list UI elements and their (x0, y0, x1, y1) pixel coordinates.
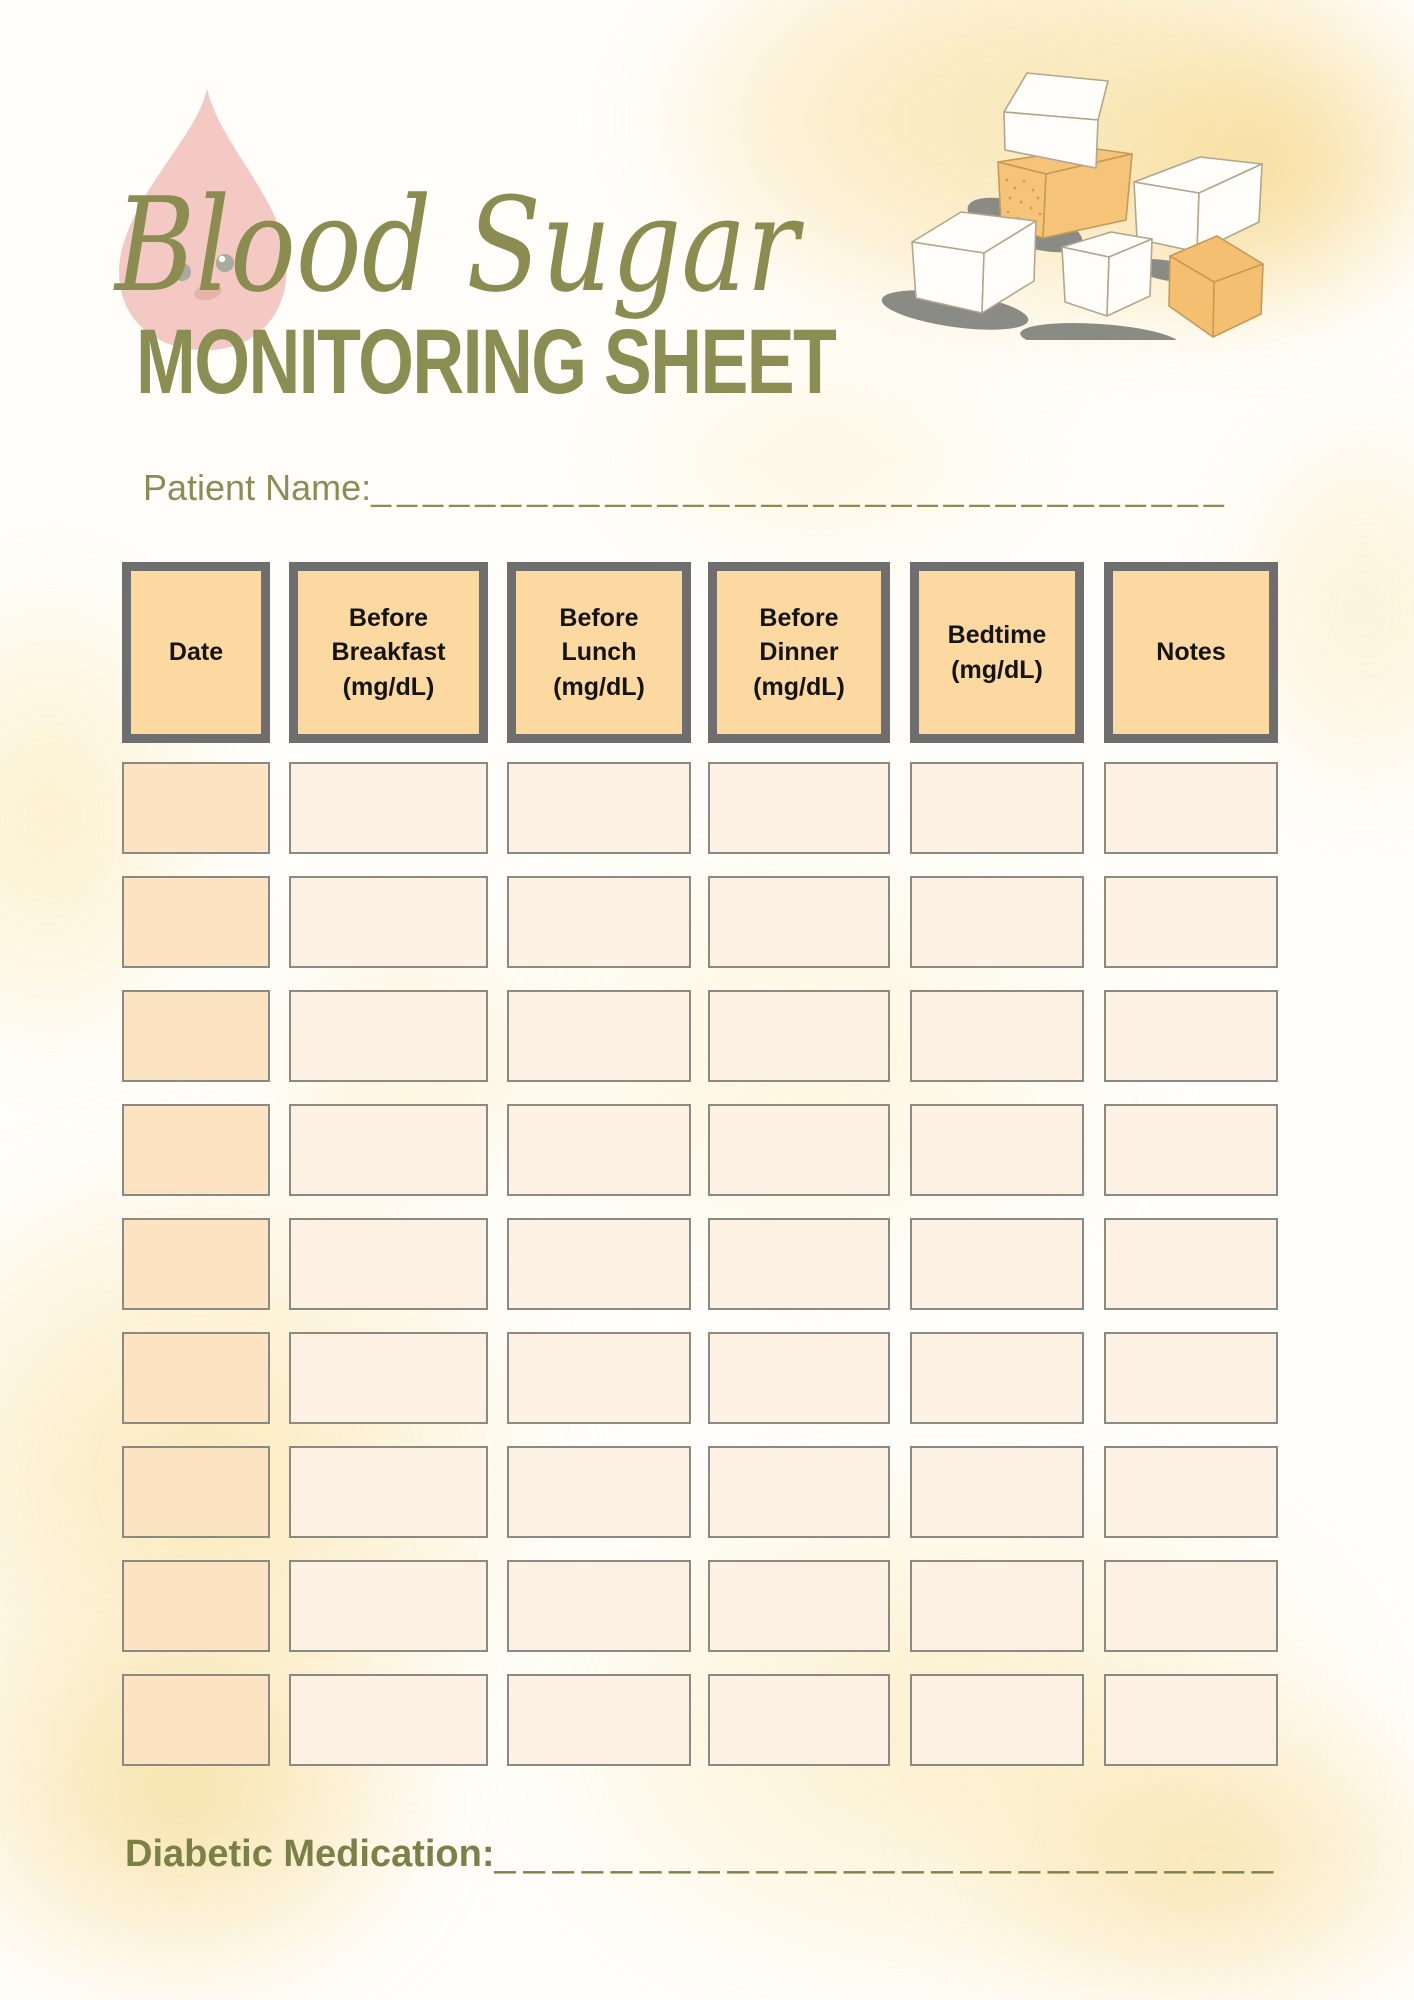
entry-cell-before-dinner-row6[interactable] (708, 1332, 890, 1424)
entry-cell-date-row3[interactable] (122, 990, 270, 1082)
entry-cell-before-dinner-row4[interactable] (708, 1104, 890, 1196)
entry-cell-notes-row7[interactable] (1104, 1446, 1278, 1538)
entry-cell-notes-row4[interactable] (1104, 1104, 1278, 1196)
entry-cell-before-lunch-row8[interactable] (507, 1560, 691, 1652)
page-title-script: Blood Sugar (115, 169, 799, 321)
watercolor-blob (560, 330, 1080, 590)
entry-cell-before-dinner-row7[interactable] (708, 1446, 890, 1538)
patient-name-line: Patient Name:___________________________… (143, 467, 1230, 509)
column-header-notes: Notes (1104, 562, 1278, 743)
column-header-before-dinner: Before Dinner (mg/dL) (708, 562, 890, 743)
entry-cell-before-dinner-row9[interactable] (708, 1674, 890, 1766)
entry-cell-date-row1[interactable] (122, 762, 270, 854)
entry-cell-date-row9[interactable] (122, 1674, 270, 1766)
entry-cell-bedtime-row7[interactable] (910, 1446, 1084, 1538)
entry-cell-before-breakfast-row1[interactable] (289, 762, 488, 854)
entry-cell-notes-row1[interactable] (1104, 762, 1278, 854)
blood-drop-icon (119, 88, 287, 351)
entry-cell-before-lunch-row4[interactable] (507, 1104, 691, 1196)
entry-cell-date-row6[interactable] (122, 1332, 270, 1424)
sugar-cubes-illustration (881, 72, 1264, 340)
entry-cell-before-lunch-row7[interactable] (507, 1446, 691, 1538)
entry-cell-before-dinner-row5[interactable] (708, 1218, 890, 1310)
patient-name-blank-field[interactable]: _________________________________ (371, 467, 1230, 508)
entry-cell-date-row7[interactable] (122, 1446, 270, 1538)
entry-cell-before-breakfast-row5[interactable] (289, 1218, 488, 1310)
entry-cell-date-row4[interactable] (122, 1104, 270, 1196)
entry-cell-date-row8[interactable] (122, 1560, 270, 1652)
entry-cell-notes-row2[interactable] (1104, 876, 1278, 968)
page-title-main: MONITORING SHEET (136, 311, 837, 413)
entry-cell-before-lunch-row3[interactable] (507, 990, 691, 1082)
entry-cell-before-dinner-row2[interactable] (708, 876, 890, 968)
sugar-cubes (911, 72, 1264, 338)
entry-cell-bedtime-row6[interactable] (910, 1332, 1084, 1424)
entry-cell-date-row5[interactable] (122, 1218, 270, 1310)
entry-cell-before-breakfast-row2[interactable] (289, 876, 488, 968)
entry-cell-bedtime-row3[interactable] (910, 990, 1084, 1082)
entry-cell-notes-row8[interactable] (1104, 1560, 1278, 1652)
entry-cell-bedtime-row5[interactable] (910, 1218, 1084, 1310)
diabetic-medication-label: Diabetic Medication: (125, 1833, 495, 1875)
entry-cell-before-lunch-row9[interactable] (507, 1674, 691, 1766)
entry-cell-before-breakfast-row8[interactable] (289, 1560, 488, 1652)
entry-cell-before-lunch-row1[interactable] (507, 762, 691, 854)
entry-cell-before-breakfast-row3[interactable] (289, 990, 488, 1082)
entry-cell-date-row2[interactable] (122, 876, 270, 968)
entry-cell-before-breakfast-row6[interactable] (289, 1332, 488, 1424)
diabetic-medication-blank-field[interactable]: ___________________________ (494, 1833, 1282, 1875)
entry-cell-before-dinner-row8[interactable] (708, 1560, 890, 1652)
entry-cell-bedtime-row4[interactable] (910, 1104, 1084, 1196)
entry-cell-before-lunch-row5[interactable] (507, 1218, 691, 1310)
entry-cell-before-breakfast-row7[interactable] (289, 1446, 488, 1538)
entry-cell-bedtime-row2[interactable] (910, 876, 1084, 968)
entry-cell-before-dinner-row1[interactable] (708, 762, 890, 854)
sugar-speckles (1005, 178, 1042, 226)
column-header-bedtime: Bedtime (mg/dL) (910, 562, 1084, 743)
patient-name-label: Patient Name: (143, 467, 372, 508)
column-header-before-lunch: Before Lunch (mg/dL) (507, 562, 691, 743)
entry-cell-notes-row3[interactable] (1104, 990, 1278, 1082)
entry-cell-bedtime-row1[interactable] (910, 762, 1084, 854)
column-header-date: Date (122, 562, 270, 743)
entry-cell-before-lunch-row6[interactable] (507, 1332, 691, 1424)
entry-cell-before-breakfast-row9[interactable] (289, 1674, 488, 1766)
entry-cell-notes-row6[interactable] (1104, 1332, 1278, 1424)
entry-cell-before-dinner-row3[interactable] (708, 990, 890, 1082)
entry-cell-bedtime-row8[interactable] (910, 1560, 1084, 1652)
diabetic-medication-line: Diabetic Medication:____________________… (125, 1833, 1281, 1876)
entry-cell-notes-row5[interactable] (1104, 1218, 1278, 1310)
entry-cell-bedtime-row9[interactable] (910, 1674, 1084, 1766)
entry-cell-before-breakfast-row4[interactable] (289, 1104, 488, 1196)
entry-cell-notes-row9[interactable] (1104, 1674, 1278, 1766)
blood-drop-face (173, 254, 234, 301)
entry-cell-before-lunch-row2[interactable] (507, 876, 691, 968)
column-header-before-breakfast: Before Breakfast (mg/dL) (289, 562, 488, 743)
monitoring-table: Date Before Breakfast (mg/dL) Before Lunch… (122, 562, 1278, 1766)
